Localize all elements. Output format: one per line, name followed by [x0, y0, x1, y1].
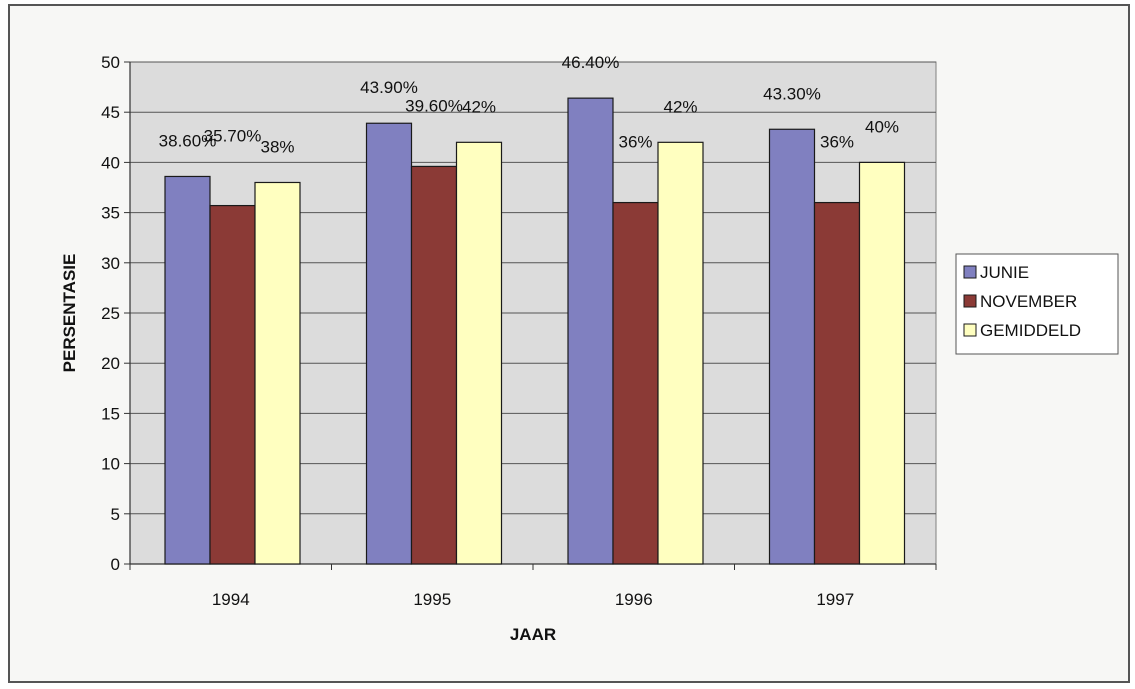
legend-label: JUNIE: [980, 263, 1029, 282]
legend-swatch-gemiddeld: [963, 323, 977, 337]
data-label: 38%: [260, 137, 294, 156]
y-tick-label: 15: [101, 404, 120, 423]
data-label: 43.30%: [763, 84, 821, 103]
bar-junie: [768, 128, 816, 565]
legend-label: NOVEMBER: [980, 292, 1077, 311]
x-axis-title: JAAR: [510, 625, 556, 644]
bar-gemiddeld: [455, 141, 503, 565]
y-tick-label: 30: [101, 254, 120, 273]
bar-junie: [567, 97, 614, 565]
chart-marks: [164, 97, 906, 565]
legend-label: GEMIDDELD: [980, 321, 1081, 340]
data-label: 38.60%: [159, 131, 217, 150]
y-tick-label: 35: [101, 204, 120, 223]
y-axis-title: PERSENTASIE: [60, 254, 79, 373]
data-label: 42%: [462, 97, 496, 116]
legend-box: [955, 253, 1119, 355]
x-tick-label: 1997: [816, 590, 854, 609]
x-tick-label: 1995: [413, 590, 451, 609]
bar-junie: [164, 175, 211, 565]
y-tick-label: 0: [111, 555, 120, 574]
legend-swatch-november: [963, 294, 977, 308]
data-label: 36%: [820, 133, 854, 152]
data-label: 36%: [618, 133, 652, 152]
x-tick-label: 1996: [615, 590, 653, 609]
bar-november: [813, 201, 861, 565]
bar-november: [410, 165, 458, 565]
y-tick-label: 20: [101, 354, 120, 373]
y-tick-label: 45: [101, 103, 120, 122]
y-tick-label: 10: [101, 455, 120, 474]
data-label: 46.40%: [562, 53, 620, 72]
data-label: 42%: [663, 97, 697, 116]
bar-gemiddeld: [657, 141, 704, 565]
x-tick-label: 1994: [212, 590, 250, 609]
data-label: 39.60%: [405, 96, 463, 115]
y-tick-label: 25: [101, 304, 120, 323]
y-tick-label: 50: [101, 53, 120, 72]
data-label: 35.70%: [204, 127, 262, 146]
bar-november: [209, 204, 256, 565]
data-label: 40%: [865, 117, 899, 136]
y-tick-label: 5: [111, 505, 120, 524]
legend: JUNIE NOVEMBER GEMIDDELD: [955, 253, 1119, 355]
y-tick-label: 40: [101, 153, 120, 172]
bar-gemiddeld: [254, 181, 301, 565]
chart-labels: 0 5 10 15 20 25 30 35 40 45 50 1994 38.60%35.70%38% 1…: [60, 53, 899, 644]
bar-gemiddeld: [858, 161, 906, 565]
legend-swatch-junie: [963, 265, 977, 279]
bar-november: [612, 201, 659, 565]
bar-junie: [365, 122, 413, 565]
data-label: 43.90%: [360, 78, 418, 97]
